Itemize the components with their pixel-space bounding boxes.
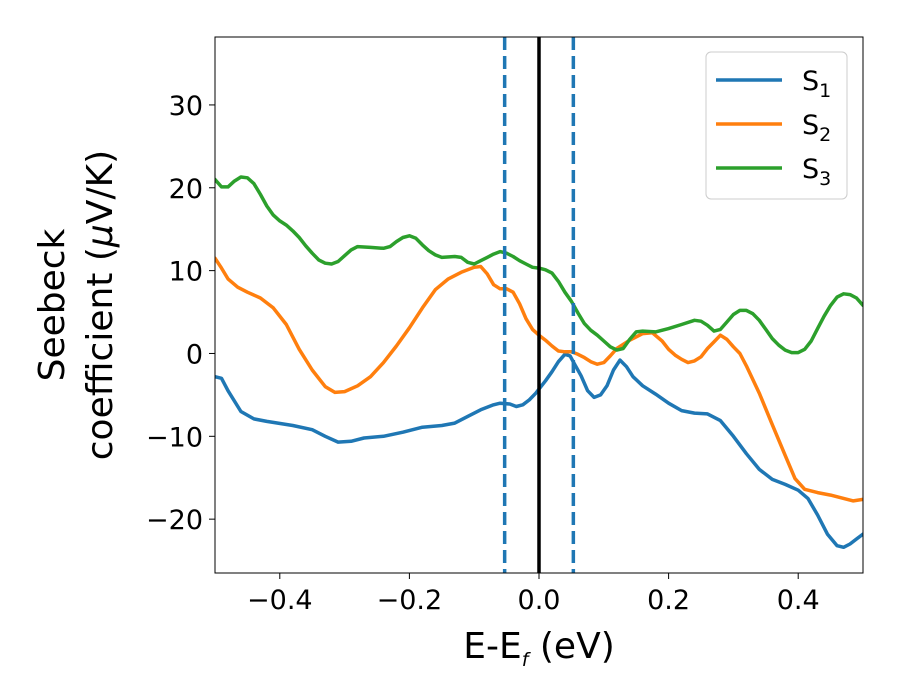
x-tick-label: 0.2 [647, 585, 690, 616]
y-axis-label-unit: V/K) [80, 150, 121, 224]
y-axis-label: Seebeck coefficient (μV/K) [32, 150, 121, 460]
x-axis-label-sub: f [522, 649, 532, 671]
series-line-3 [215, 175, 863, 355]
series-layer [215, 175, 863, 550]
series-line-2 [215, 256, 863, 503]
y-axis-label-coefficient: coefficient ( [80, 247, 121, 460]
series-line-1 [215, 352, 863, 550]
y-tick-label: 20 [169, 174, 203, 205]
x-axis-label-main: E-E [463, 626, 521, 667]
legend-label-2: S2 [802, 110, 831, 146]
x-tick-label: 0.0 [518, 585, 561, 616]
legend-label-3: S3 [802, 154, 831, 190]
legend-label-1: S1 [802, 66, 831, 102]
y-tick-label: 30 [169, 91, 203, 122]
y-axis-label-line1: Seebeck [32, 228, 73, 381]
y-axis-ticks: −20 −10 0 10 20 30 [146, 91, 215, 536]
x-tick-label: −0.2 [377, 585, 443, 616]
legend-entries: S1 S2 S3 [716, 66, 831, 190]
x-tick-label: −0.4 [247, 585, 313, 616]
y-axis-label-line2: coefficient (μV/K) [80, 150, 121, 460]
y-tick-label: 10 [169, 257, 203, 288]
legend: S1 S2 S3 [705, 51, 848, 200]
x-tick-label: 0.4 [777, 585, 820, 616]
y-tick-label: −20 [146, 505, 203, 536]
x-axis-label-unit: (eV) [528, 626, 614, 667]
x-axis-label: E-Ef (eV) [463, 626, 615, 671]
y-tick-label: −10 [146, 422, 203, 453]
vline-layer [502, 37, 576, 573]
y-axis-label-mu: μ [80, 224, 121, 248]
x-axis-ticks: −0.4 −0.2 0.0 0.2 0.4 [247, 573, 820, 616]
y-tick-label: 0 [186, 339, 203, 370]
